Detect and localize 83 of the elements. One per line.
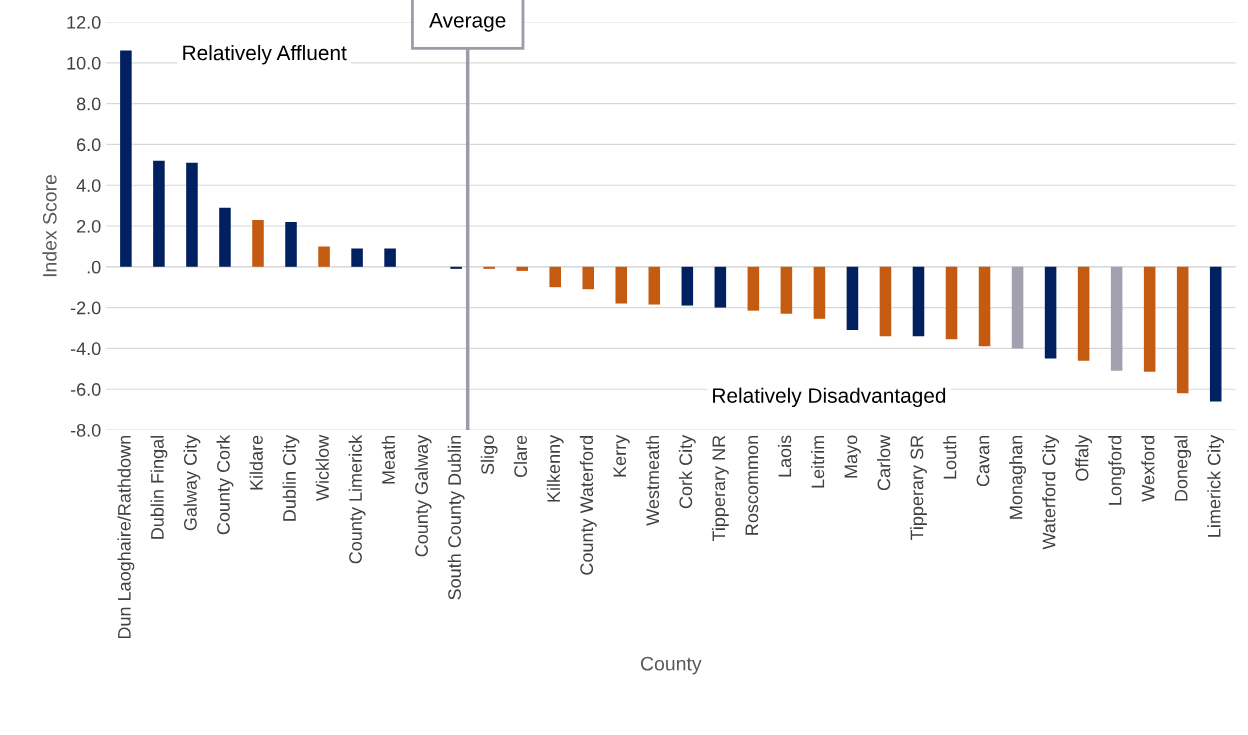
- annotation: Relatively Affluent: [183, 44, 347, 65]
- bar: [978, 266, 991, 347]
- bar: [747, 266, 760, 311]
- y-tick-label: 10.0: [67, 56, 101, 70]
- x-tick-label: Donegal: [1174, 436, 1192, 501]
- x-tick-label: South County Dublin: [447, 436, 465, 600]
- bar: [1077, 266, 1090, 361]
- x-tick-label: Wicklow: [315, 434, 329, 501]
- x-tick-label: County Cork: [216, 434, 234, 535]
- bar: [285, 221, 297, 267]
- y-tick-label: 6.0: [77, 138, 101, 152]
- y-tick-label: 4.0: [76, 179, 101, 192]
- x-tick-label: Tipperary NR: [711, 435, 729, 542]
- bar: [582, 266, 595, 290]
- x-tick-label: Dublin Fingal: [150, 436, 168, 539]
- bar: [186, 162, 198, 267]
- bar: [1176, 266, 1189, 394]
- x-tick-label: Dublin City: [282, 434, 300, 521]
- bar: [648, 266, 661, 305]
- x-tick-label: Galway City: [183, 434, 201, 531]
- x-tick-label: Carlow: [877, 434, 891, 491]
- x-tick-label: Kilkenny: [546, 434, 564, 502]
- x-tick-label: Laois: [777, 435, 792, 477]
- y-tick-label: -8.0: [70, 423, 101, 437]
- x-tick-label: Cork City: [678, 434, 696, 509]
- y-tick-label: -2.0: [70, 301, 101, 315]
- bar: [153, 160, 165, 267]
- bar: [516, 266, 528, 271]
- y-tick-label: -4.0: [70, 342, 101, 356]
- annotation: Relatively Disadvantaged: [713, 387, 946, 408]
- bar: [945, 266, 958, 340]
- x-tick-label: Longford: [1108, 435, 1126, 505]
- bar: [318, 246, 330, 267]
- x-tick-label: Leitrim: [810, 436, 825, 488]
- x-tick-label: Wexford: [1141, 436, 1155, 502]
- bar: [450, 266, 462, 269]
- bar: [351, 248, 363, 267]
- x-tick-label: Clare: [513, 435, 528, 478]
- bar: [714, 266, 727, 308]
- x-tick-label: Offaly: [1075, 434, 1093, 481]
- y-tick-label: .0: [87, 260, 101, 274]
- x-tick-label: County Waterford: [579, 435, 597, 575]
- x-tick-label: Westmeath: [645, 436, 660, 526]
- bar: [1110, 266, 1123, 371]
- bar: [483, 266, 495, 269]
- bar: [549, 266, 561, 288]
- x-axis-title: County: [640, 656, 702, 675]
- bar: [780, 266, 793, 314]
- bar: [252, 219, 264, 267]
- x-tick-label: Waterford City: [1042, 434, 1059, 550]
- x-tick-label: Limerick City: [1207, 434, 1225, 537]
- y-tick-label: 12.0: [67, 15, 101, 29]
- y-axis-title: Index Score: [42, 174, 57, 277]
- bar: [384, 248, 396, 267]
- bar: [846, 266, 859, 331]
- x-tick-label: Kildare: [249, 435, 263, 490]
- bar: [1143, 266, 1156, 372]
- bar: [120, 50, 132, 267]
- bar: [912, 266, 925, 337]
- x-tick-label: Dun Laoghaire/Rathdown: [117, 435, 135, 639]
- bar: [615, 266, 628, 304]
- bar: [1044, 266, 1057, 359]
- x-tick-label: Sligo: [480, 435, 498, 475]
- y-tick-label: 8.0: [76, 97, 101, 111]
- x-tick-label: Roscommon: [745, 436, 759, 535]
- y-tick-label: -6.0: [70, 383, 101, 396]
- bar: [219, 207, 231, 267]
- x-tick-label: Cavan: [976, 436, 990, 487]
- bar: [1209, 266, 1222, 402]
- x-tick-label: Kerry: [613, 434, 630, 477]
- ref-line-label: Average: [429, 13, 506, 32]
- bar: [1011, 266, 1024, 349]
- x-tick-label: Meath: [381, 436, 395, 484]
- y-tick-label: 2.0: [77, 219, 101, 233]
- x-tick-label: County Limerick: [348, 434, 366, 564]
- x-tick-label: Mayo: [844, 435, 861, 478]
- x-tick-label: Tipperary SR: [910, 435, 927, 541]
- x-tick-label: Louth: [943, 436, 957, 479]
- x-tick-label: County Galway: [414, 434, 432, 557]
- bar: [813, 266, 826, 319]
- bar: [681, 266, 694, 306]
- bar: [879, 266, 892, 337]
- x-tick-label: Monaghan: [1009, 436, 1026, 519]
